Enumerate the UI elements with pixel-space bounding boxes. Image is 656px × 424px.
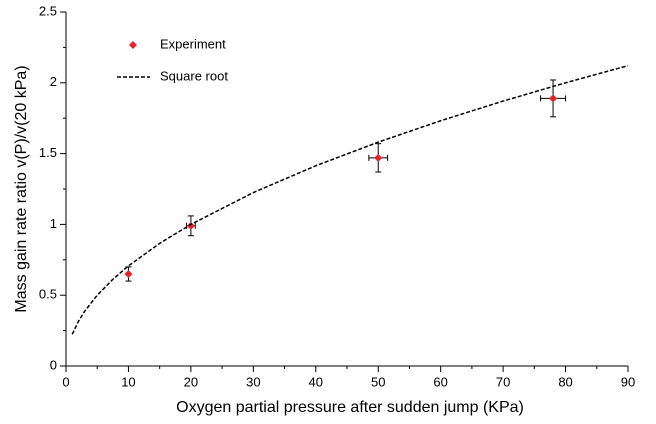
data-point [124,269,133,278]
data-point [549,94,558,103]
x-tick-label: 50 [371,374,385,389]
x-tick-label: 80 [558,374,572,389]
line-series [71,64,629,335]
data-point [186,221,195,230]
y-tick-label: 1 [50,216,57,231]
y-tick-label: 1.5 [39,145,57,160]
x-tick-label: 60 [433,374,447,389]
y-tick-label: 2 [50,74,57,89]
y-tick-label: 2.5 [39,3,57,18]
legend-marker [129,41,137,49]
x-tick-label: 30 [246,374,260,389]
x-tick-label: 10 [121,374,135,389]
y-tick-label: 0.5 [39,287,57,302]
legend-label: Square root [160,68,228,83]
x-tick-label: 20 [184,374,198,389]
x-tick-label: 70 [496,374,510,389]
data-point [374,153,383,162]
x-axis-label: Oxygen partial pressure after sudden jum… [176,399,524,416]
x-tick-label: 90 [621,374,635,389]
y-axis-label: Mass gain rate ratio v(P)/v(20 kPa) [13,65,30,312]
x-tick-label: 0 [62,374,69,389]
y-tick-label: 0 [50,357,57,372]
x-tick-label: 40 [309,374,323,389]
legend-label: Experiment [160,36,226,51]
